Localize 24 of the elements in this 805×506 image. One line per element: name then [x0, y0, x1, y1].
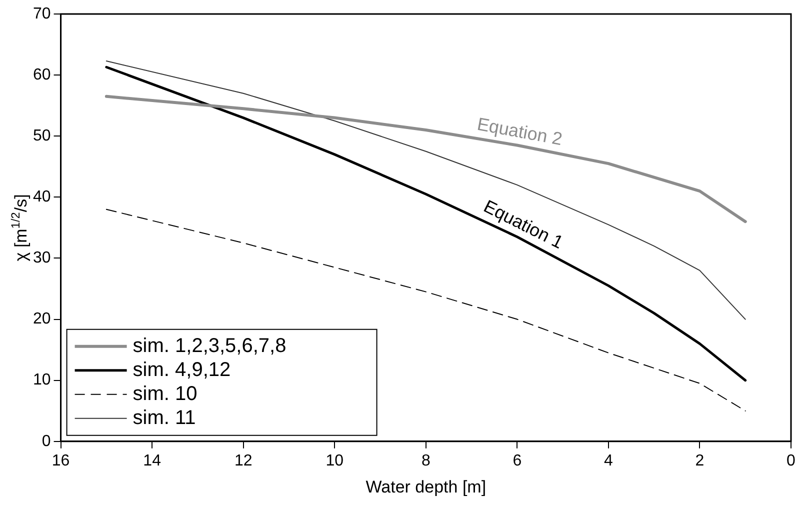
x-tick-label: 14 [143, 452, 162, 470]
annotation: Equation 2 [476, 114, 564, 150]
x-tick-label: 6 [512, 452, 522, 470]
x-tick-label: 10 [326, 452, 344, 470]
y-tick-label: 60 [33, 66, 51, 84]
x-tick-label: 4 [604, 452, 613, 470]
y-axis-title: χ [m1/2/s] [8, 194, 31, 262]
y-tick-label: 20 [33, 310, 51, 328]
y-tick-label: 10 [33, 372, 51, 389]
x-tick-label: 2 [695, 452, 704, 470]
legend-label: sim. 1,2,3,5,6,7,8 [132, 334, 286, 357]
x-tick-label: 16 [52, 452, 70, 470]
x-tick-label: 0 [786, 452, 796, 470]
x-tick-label: 12 [234, 452, 252, 470]
y-tick-label: 40 [33, 188, 51, 206]
y-tick-label: 0 [42, 432, 51, 450]
x-tick-label: 8 [421, 452, 430, 470]
legend-label: sim. 11 [132, 406, 196, 429]
legend-label: sim. 4,9,12 [132, 358, 231, 381]
y-tick-label: 30 [33, 250, 51, 267]
y-tick-label: 70 [33, 5, 51, 22]
x-axis-title: Water depth [m] [366, 477, 486, 496]
y-tick-label: 50 [33, 128, 51, 145]
legend-label: sim. 10 [132, 382, 198, 405]
